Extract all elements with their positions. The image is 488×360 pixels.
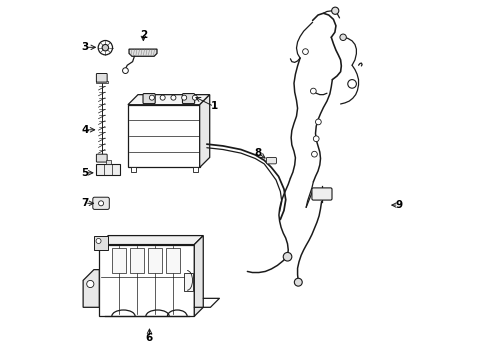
Bar — [112, 248, 126, 273]
Text: 5: 5 — [81, 168, 88, 178]
Bar — [131, 167, 136, 172]
Bar — [105, 160, 110, 164]
Text: 9: 9 — [394, 200, 402, 210]
Circle shape — [149, 95, 154, 100]
Polygon shape — [194, 235, 203, 316]
Circle shape — [160, 95, 165, 100]
Circle shape — [311, 151, 317, 157]
Circle shape — [294, 278, 302, 286]
FancyBboxPatch shape — [93, 197, 109, 210]
Circle shape — [313, 136, 319, 141]
Circle shape — [192, 95, 197, 100]
Circle shape — [302, 49, 308, 54]
FancyBboxPatch shape — [96, 73, 107, 82]
Bar — [129, 248, 144, 273]
Circle shape — [310, 88, 316, 94]
FancyBboxPatch shape — [96, 154, 107, 162]
Text: 8: 8 — [254, 148, 261, 158]
Text: 7: 7 — [81, 198, 88, 208]
Polygon shape — [99, 235, 203, 244]
Circle shape — [102, 44, 108, 51]
Circle shape — [347, 80, 356, 88]
Text: 3: 3 — [81, 42, 88, 52]
Polygon shape — [99, 244, 194, 316]
Polygon shape — [128, 95, 209, 105]
Circle shape — [98, 41, 112, 55]
Text: 4: 4 — [81, 125, 88, 135]
FancyBboxPatch shape — [96, 164, 120, 175]
Circle shape — [96, 238, 101, 243]
Bar — [96, 81, 107, 83]
FancyBboxPatch shape — [142, 94, 155, 104]
FancyBboxPatch shape — [311, 188, 331, 200]
Circle shape — [122, 68, 128, 73]
FancyBboxPatch shape — [182, 94, 194, 104]
Text: 2: 2 — [140, 30, 147, 40]
Circle shape — [339, 34, 346, 41]
Polygon shape — [129, 49, 157, 56]
Bar — [94, 235, 108, 250]
Text: 6: 6 — [145, 333, 153, 343]
Polygon shape — [199, 95, 209, 167]
Bar — [183, 273, 192, 291]
Bar — [165, 248, 180, 273]
Bar — [147, 248, 162, 273]
Circle shape — [331, 7, 338, 14]
Circle shape — [283, 252, 291, 261]
Polygon shape — [128, 105, 199, 167]
Polygon shape — [83, 270, 99, 307]
Circle shape — [315, 119, 321, 125]
Circle shape — [171, 95, 176, 100]
Circle shape — [99, 201, 103, 206]
Text: 1: 1 — [210, 102, 217, 112]
Circle shape — [86, 280, 94, 288]
Bar — [192, 167, 198, 172]
FancyBboxPatch shape — [266, 157, 276, 164]
Circle shape — [182, 95, 186, 100]
